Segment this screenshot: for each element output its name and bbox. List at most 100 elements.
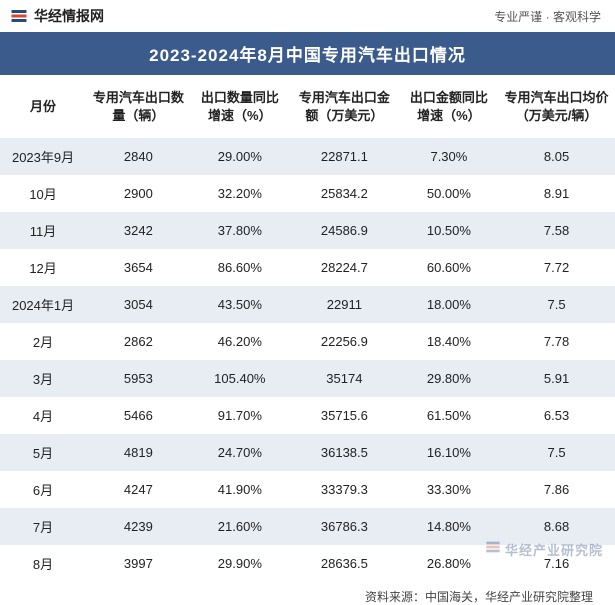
cell-qty: 3054 [86, 286, 191, 323]
cell-qty-yoy: 37.80% [191, 212, 289, 249]
table-row: 7月423921.60%36786.314.80%8.68 [0, 508, 615, 545]
cell-amt: 22256.9 [289, 323, 400, 360]
col-header-amt-yoy: 出口金额同比增速（%） [400, 75, 498, 138]
cell-amt-yoy: 18.00% [400, 286, 498, 323]
table-row: 5月481924.70%36138.516.10%7.5 [0, 434, 615, 471]
cell-avg: 7.78 [498, 323, 615, 360]
cell-amt-yoy: 10.50% [400, 212, 498, 249]
tagline: 专业严谨 · 客观科学 [494, 8, 601, 25]
table-row: 11月324237.80%24586.910.50%7.58 [0, 212, 615, 249]
cell-amt-yoy: 60.60% [400, 249, 498, 286]
cell-month: 10月 [0, 175, 86, 212]
brand: 华经情报网 [10, 6, 104, 26]
tagline-left: 专业严谨 [494, 10, 542, 24]
cell-qty: 2862 [86, 323, 191, 360]
cell-avg: 7.58 [498, 212, 615, 249]
table-body: 2023年9月284029.00%22871.17.30%8.0510月2900… [0, 138, 615, 582]
cell-qty: 5953 [86, 360, 191, 397]
cell-amt: 36786.3 [289, 508, 400, 545]
table-row: 2024年1月305443.50%2291118.00%7.5 [0, 286, 615, 323]
source-line: 资料来源：中国海关，华经产业研究院整理 [0, 582, 615, 605]
cell-avg: 7.5 [498, 286, 615, 323]
cell-amt-yoy: 7.30% [400, 138, 498, 175]
cell-qty-yoy: 43.50% [191, 286, 289, 323]
cell-avg: 8.05 [498, 138, 615, 175]
cell-qty-yoy: 24.70% [191, 434, 289, 471]
cell-amt: 28636.5 [289, 545, 400, 582]
brand-logo-icon [10, 7, 28, 25]
cell-month: 2023年9月 [0, 138, 86, 175]
cell-amt: 35715.6 [289, 397, 400, 434]
col-header-avg: 专用汽车出口均价（万美元/辆） [498, 75, 615, 138]
cell-month: 5月 [0, 434, 86, 471]
cell-amt: 24586.9 [289, 212, 400, 249]
table-row: 2023年9月284029.00%22871.17.30%8.05 [0, 138, 615, 175]
cell-amt-yoy: 18.40% [400, 323, 498, 360]
cell-qty: 3997 [86, 545, 191, 582]
cell-amt: 22911 [289, 286, 400, 323]
cell-avg: 7.72 [498, 249, 615, 286]
cell-qty-yoy: 32.20% [191, 175, 289, 212]
cell-amt: 25834.2 [289, 175, 400, 212]
table-row: 3月5953105.40%3517429.80%5.91 [0, 360, 615, 397]
cell-qty-yoy: 86.60% [191, 249, 289, 286]
cell-month: 3月 [0, 360, 86, 397]
cell-avg: 7.5 [498, 434, 615, 471]
cell-qty: 4819 [86, 434, 191, 471]
cell-month: 4月 [0, 397, 86, 434]
cell-avg: 7.86 [498, 471, 615, 508]
top-bar: 华经情报网 专业严谨 · 客观科学 [0, 0, 615, 32]
cell-month: 6月 [0, 471, 86, 508]
brand-name: 华经情报网 [34, 6, 104, 26]
cell-amt: 33379.3 [289, 471, 400, 508]
cell-avg: 8.68 [498, 508, 615, 545]
table-row: 12月365486.60%28224.760.60%7.72 [0, 249, 615, 286]
cell-qty: 3242 [86, 212, 191, 249]
chart-title: 2023-2024年8月中国专用汽车出口情况 [0, 32, 615, 75]
cell-amt-yoy: 16.10% [400, 434, 498, 471]
cell-qty-yoy: 91.70% [191, 397, 289, 434]
cell-month: 11月 [0, 212, 86, 249]
cell-qty-yoy: 21.60% [191, 508, 289, 545]
cell-amt: 35174 [289, 360, 400, 397]
table-row: 6月424741.90%33379.333.30%7.86 [0, 471, 615, 508]
cell-qty: 2900 [86, 175, 191, 212]
cell-qty: 4247 [86, 471, 191, 508]
table-row: 10月290032.20%25834.250.00%8.91 [0, 175, 615, 212]
cell-qty: 5466 [86, 397, 191, 434]
cell-month: 7月 [0, 508, 86, 545]
cell-qty-yoy: 29.00% [191, 138, 289, 175]
col-header-qty-yoy: 出口数量同比增速（%） [191, 75, 289, 138]
cell-month: 12月 [0, 249, 86, 286]
cell-avg: 7.16 [498, 545, 615, 582]
cell-month: 2月 [0, 323, 86, 360]
col-header-amt: 专用汽车出口金额（万美元） [289, 75, 400, 138]
cell-qty-yoy: 105.40% [191, 360, 289, 397]
tagline-sep: · [546, 10, 550, 24]
cell-avg: 5.91 [498, 360, 615, 397]
cell-qty: 3654 [86, 249, 191, 286]
table-row: 8月399729.90%28636.526.80%7.16 [0, 545, 615, 582]
cell-amt: 28224.7 [289, 249, 400, 286]
cell-amt-yoy: 26.80% [400, 545, 498, 582]
cell-qty: 4239 [86, 508, 191, 545]
cell-month: 2024年1月 [0, 286, 86, 323]
cell-qty-yoy: 46.20% [191, 323, 289, 360]
cell-amt-yoy: 33.30% [400, 471, 498, 508]
cell-month: 8月 [0, 545, 86, 582]
table-row: 4月546691.70%35715.661.50%6.53 [0, 397, 615, 434]
cell-amt-yoy: 14.80% [400, 508, 498, 545]
cell-qty-yoy: 29.90% [191, 545, 289, 582]
data-table: 月份 专用汽车出口数量（辆） 出口数量同比增速（%） 专用汽车出口金额（万美元）… [0, 75, 615, 582]
cell-amt: 22871.1 [289, 138, 400, 175]
cell-amt-yoy: 29.80% [400, 360, 498, 397]
tagline-right: 客观科学 [553, 10, 601, 24]
col-header-qty: 专用汽车出口数量（辆） [86, 75, 191, 138]
cell-avg: 8.91 [498, 175, 615, 212]
cell-amt-yoy: 61.50% [400, 397, 498, 434]
table-row: 2月286246.20%22256.918.40%7.78 [0, 323, 615, 360]
cell-amt: 36138.5 [289, 434, 400, 471]
cell-amt-yoy: 50.00% [400, 175, 498, 212]
table-header: 月份 专用汽车出口数量（辆） 出口数量同比增速（%） 专用汽车出口金额（万美元）… [0, 75, 615, 138]
cell-qty-yoy: 41.90% [191, 471, 289, 508]
